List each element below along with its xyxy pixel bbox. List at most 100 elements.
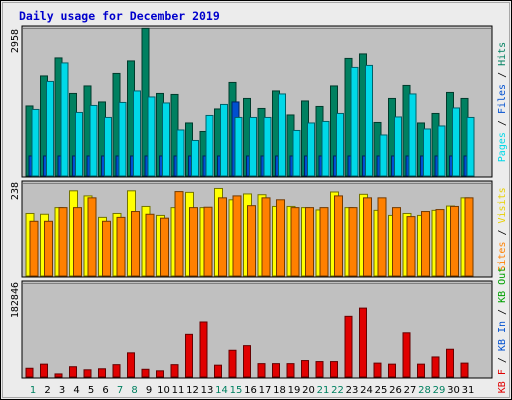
legend-label-part-hits-files-pages-3: / <box>497 66 508 84</box>
bar-hits-files-pages-pages-day-22 <box>336 112 344 177</box>
bar-hits-files-pages-pages-day-23 <box>350 66 359 177</box>
legend-label-part-hits-files-pages-2: Files <box>497 84 508 114</box>
bar-kbytes-kb-f-day-11 <box>170 364 179 378</box>
bar-kbytes-kb-f-day-7 <box>112 364 121 378</box>
bar-visits-sites-sites-day-14 <box>218 197 227 277</box>
bar-visits-sites-sites-day-27 <box>406 216 416 277</box>
day-label-18: 18 <box>273 385 286 396</box>
legend-label-part-hits-files-pages-1: / <box>497 114 508 132</box>
bar-kbytes-kb-f-day-5 <box>83 369 92 378</box>
legend-label-visits-sites: Sites / Visits <box>497 187 508 271</box>
legend-label-part-visits-sites-1: / <box>497 223 508 241</box>
bar-visits-sites-sites-day-4 <box>73 207 82 277</box>
legend-label-part-kbytes-4: KB Out <box>497 267 508 303</box>
bar-kbytes-kb-f-day-30 <box>446 348 454 378</box>
day-label-4: 4 <box>73 385 79 396</box>
bar-hits-files-pages-pages-day-15 <box>234 116 243 177</box>
bar-kbytes-kb-f-day-12 <box>185 333 193 378</box>
bar-hits-files-pages-pages-day-30 <box>452 107 460 177</box>
bar-visits-sites-sites-day-22 <box>334 195 343 277</box>
bar-kbytes-kb-f-day-14 <box>214 364 222 378</box>
day-label-28: 28 <box>418 385 431 396</box>
day-label-6: 6 <box>102 385 108 396</box>
bar-hits-files-pages-pages-day-6 <box>104 116 112 177</box>
day-label-9: 9 <box>146 385 152 396</box>
day-label-12: 12 <box>186 385 199 396</box>
bar-hits-files-pages-pages-day-1 <box>31 108 40 177</box>
bar-kbytes-kb-f-day-23 <box>344 315 353 378</box>
chart-title: Daily usage for December 2019 <box>19 9 220 23</box>
bar-hits-files-pages-pages-day-14 <box>220 103 228 177</box>
bar-hits-files-pages-pages-day-4 <box>75 111 83 177</box>
bar-hits-files-pages-pages-day-10 <box>162 102 170 177</box>
bar-kbytes-kb-f-day-27 <box>402 332 411 378</box>
bar-kbytes-kb-f-day-8 <box>127 352 135 378</box>
bar-visits-sites-sites-day-9 <box>145 213 155 277</box>
legend-label-part-kbytes-1: / <box>497 351 508 369</box>
bar-visits-sites-sites-day-25 <box>377 197 387 277</box>
bar-visits-sites-sites-day-8 <box>131 211 140 277</box>
bar-hits-files-pages-pages-day-27 <box>408 93 417 177</box>
bar-kbytes-kb-f-day-13 <box>199 321 208 378</box>
bar-visits-sites-sites-day-1 <box>29 220 39 277</box>
bar-visits-sites-sites-day-16 <box>247 205 256 277</box>
bar-hits-files-pages-pages-day-31 <box>466 116 475 177</box>
bar-kbytes-kb-f-day-24 <box>359 307 367 378</box>
legend-label-part-kbytes-3: / <box>497 303 508 321</box>
ymax-label-kbytes: 182846 <box>10 282 21 318</box>
day-label-11: 11 <box>172 385 185 396</box>
legend-label-part-visits-sites-2: Visits <box>497 187 508 223</box>
bar-visits-sites-sites-day-28 <box>421 211 430 277</box>
bar-visits-sites-sites-day-21 <box>319 207 329 277</box>
bar-hits-files-pages-pages-day-17 <box>263 116 272 177</box>
bar-hits-files-pages-pages-day-8 <box>133 90 141 177</box>
bar-visits-sites-sites-day-5 <box>87 197 97 277</box>
bar-kbytes-kb-f-day-20 <box>301 360 309 378</box>
legend-label-part-kbytes-2: KB In <box>497 321 508 351</box>
bar-hits-files-pages-pages-day-24 <box>365 64 373 177</box>
day-label-24: 24 <box>360 385 373 396</box>
bar-kbytes-kb-f-day-25 <box>373 362 382 378</box>
bar-visits-sites-sites-day-15 <box>232 195 242 277</box>
bar-hits-files-pages-pages-day-9 <box>147 96 156 177</box>
bar-kbytes-kb-f-day-18 <box>272 363 280 378</box>
day-label-7: 7 <box>117 385 123 396</box>
bar-hits-files-pages-pages-day-25 <box>379 134 388 177</box>
bar-hits-files-pages-pages-day-3 <box>60 62 69 177</box>
bar-kbytes-kb-f-day-29 <box>431 356 440 378</box>
bar-visits-sites-sites-day-17 <box>261 197 271 277</box>
bar-kbytes-kb-f-day-31 <box>460 362 469 378</box>
day-label-16: 16 <box>244 385 257 396</box>
bar-visits-sites-sites-day-19 <box>290 207 300 277</box>
bar-visits-sites-sites-day-7 <box>116 216 126 277</box>
bars <box>25 27 475 378</box>
legend-label-hits-files-pages: Pages / Files / Hits <box>497 42 508 162</box>
bar-visits-sites-sites-day-3 <box>58 207 68 277</box>
day-label-2: 2 <box>44 385 50 396</box>
bar-hits-files-pages-pages-day-20 <box>307 122 315 177</box>
day-label-13: 13 <box>201 385 214 396</box>
bar-kbytes-kb-f-day-2 <box>40 363 48 378</box>
bar-visits-sites-sites-day-12 <box>189 207 198 277</box>
bar-visits-sites-sites-day-2 <box>44 220 53 277</box>
bar-kbytes-kb-f-day-9 <box>141 368 150 378</box>
day-label-10: 10 <box>157 385 170 396</box>
legend-label-part-visits-sites-0: Sites <box>497 242 508 272</box>
bar-kbytes-kb-f-day-15 <box>228 349 237 378</box>
bar-visits-sites-sites-day-30 <box>450 205 459 277</box>
day-label-3: 3 <box>59 385 65 396</box>
bar-hits-files-pages-pages-day-12 <box>191 139 199 177</box>
panel-kbytes-background <box>21 280 493 379</box>
bar-visits-sites-sites-day-24 <box>363 197 372 277</box>
legend-label-part-kbytes-0: KB F <box>497 369 508 393</box>
bar-kbytes-kb-f-day-10 <box>156 370 164 378</box>
bar-visits-sites-sites-day-20 <box>305 207 314 277</box>
bar-hits-files-pages-pages-day-19 <box>292 129 301 177</box>
legend-label-part-hits-files-pages-0: Pages <box>497 132 508 162</box>
day-label-5: 5 <box>88 385 94 396</box>
day-label-20: 20 <box>302 385 315 396</box>
legend-label-kbytes: KB F / KB In / KB Out <box>497 267 508 393</box>
